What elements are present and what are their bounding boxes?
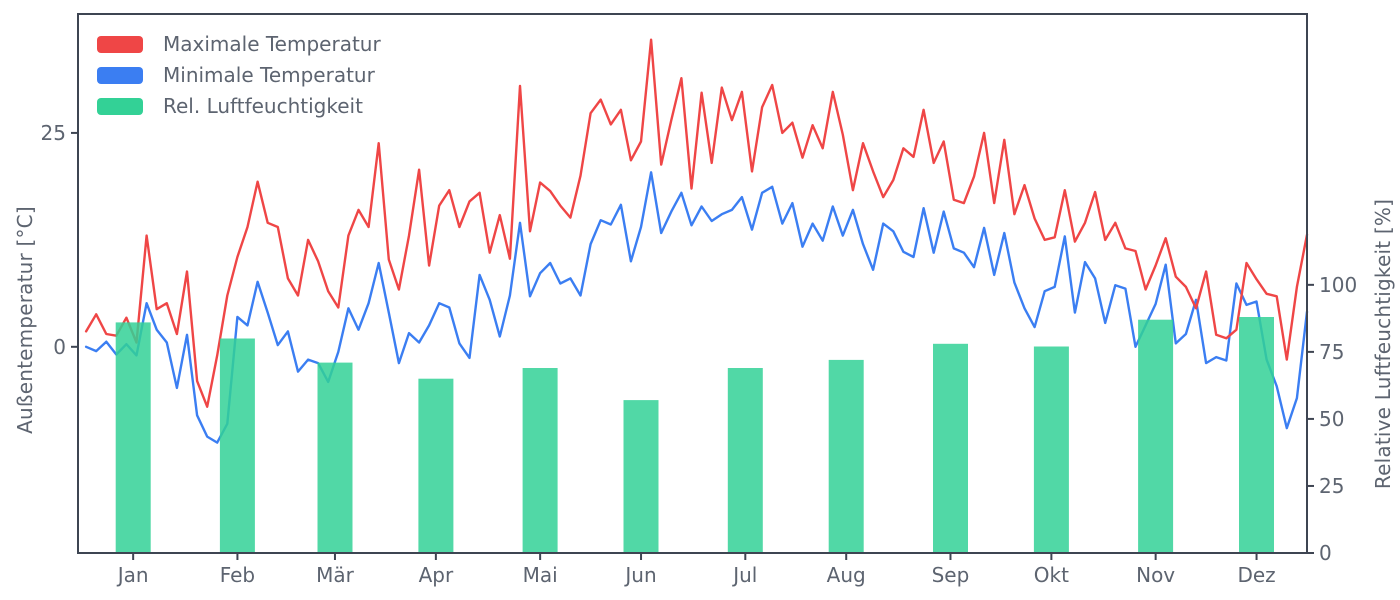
humidity-bar	[1033, 346, 1069, 553]
left-tick-label: 0	[53, 335, 66, 359]
humidity-bar	[115, 322, 151, 553]
max-temp-line	[84, 38, 1309, 408]
x-tick-label: Dez	[1237, 563, 1275, 587]
legend-item-min-temp: Minimale Temperatur	[97, 63, 381, 87]
legend-item-max-temp: Maximale Temperatur	[97, 32, 381, 56]
legend: Maximale Temperatur Minimale Temperatur …	[97, 32, 381, 118]
humidity-bar	[522, 368, 558, 553]
max-temp-label: Maximale Temperatur	[163, 32, 381, 56]
x-tick-label: Mär	[316, 563, 355, 587]
min-temp-swatch	[97, 66, 143, 84]
humidity-bar	[317, 362, 353, 553]
x-tick-label: Feb	[220, 563, 255, 587]
x-tick-label: Aug	[827, 563, 866, 587]
left-tick-label: 25	[41, 121, 66, 145]
right-tick-label: 50	[1319, 407, 1344, 431]
humidity-swatch	[97, 97, 143, 115]
humidity-bar	[623, 400, 659, 553]
x-tick-label: Mai	[523, 563, 558, 587]
left-axis-title: Außentemperatur [°C]	[13, 206, 37, 434]
right-tick-label: 100	[1319, 273, 1357, 297]
x-tick-label: Jan	[116, 563, 149, 587]
max-temp-swatch	[97, 35, 143, 53]
humidity-bar	[1239, 317, 1274, 553]
humidity-bar	[219, 338, 255, 553]
humidity-bar	[828, 359, 864, 553]
humidity-label: Rel. Luftfeuchtigkeit	[163, 94, 363, 118]
x-tick-label: Sep	[932, 563, 970, 587]
humidity-bar	[727, 368, 763, 553]
min-temp-line	[84, 171, 1309, 444]
plot-frame	[77, 13, 1308, 554]
min-temp-label: Minimale Temperatur	[163, 63, 375, 87]
right-tick-label: 0	[1319, 541, 1332, 565]
legend-item-humidity: Rel. Luftfeuchtigkeit	[97, 94, 381, 118]
x-tick-label: Jul	[731, 563, 757, 587]
x-tick-label: Apr	[419, 563, 454, 587]
x-tick-label: Okt	[1034, 563, 1069, 587]
humidity-bar	[933, 343, 968, 553]
x-tick-label: Nov	[1136, 563, 1175, 587]
humidity-bar	[418, 378, 454, 553]
x-tick-label: Jun	[623, 563, 656, 587]
humidity-bar	[1138, 319, 1174, 553]
right-tick-label: 25	[1319, 474, 1344, 498]
right-tick-label: 75	[1319, 340, 1344, 364]
right-axis-title: Relative Luftfeuchtigkeit [%]	[1371, 198, 1395, 490]
